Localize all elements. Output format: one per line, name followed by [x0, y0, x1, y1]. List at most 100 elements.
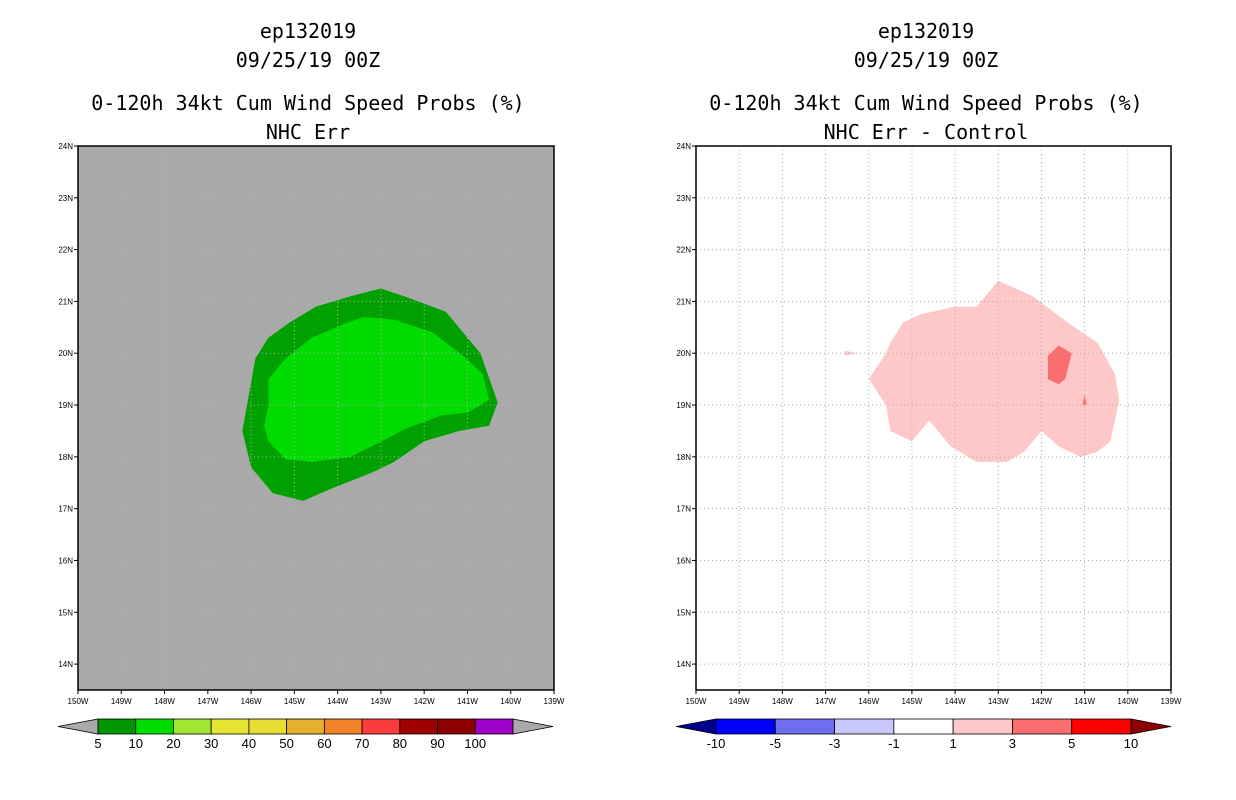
- left-colorbar-left-arrow: [57, 718, 99, 735]
- left-colorbar-label: 10: [128, 736, 142, 751]
- left-x-tick-label: 149W: [111, 697, 132, 706]
- left-title-line-3: 0-120h 34kt Cum Wind Speed Probs (%): [91, 91, 524, 115]
- right-x-tick-label: 147W: [815, 697, 836, 706]
- left-y-tick-label: 18N: [58, 453, 73, 462]
- left-y-tick-label: 15N: [58, 608, 73, 617]
- left-plot-area: 150W 149W 148W 147W 146W 145W 144W 143W 142W 141W…: [58, 142, 565, 706]
- left-colorbar-segment: [248, 718, 288, 735]
- left-y-tick-label: 14N: [58, 660, 73, 669]
- right-title-line-4: NHC Err - Control: [824, 120, 1029, 144]
- left-x-tick-label: 146W: [241, 697, 262, 706]
- right-y-tick-label: 19N: [676, 401, 691, 410]
- left-colorbar-segment: [361, 718, 401, 735]
- right-colorbar-segment: [1012, 718, 1073, 735]
- right-x-tick-label: 139W: [1161, 697, 1182, 706]
- right-y-tick-label: 14N: [676, 660, 691, 669]
- right-colorbar-label: -5: [770, 736, 782, 751]
- right-colorbar-left-arrow: [675, 718, 717, 735]
- right-x-tick-label: 145W: [901, 697, 922, 706]
- left-colorbar-label: 60: [317, 736, 331, 751]
- left-colorbar-label: 100: [464, 736, 486, 751]
- right-colorbar-right-arrow: [1130, 718, 1172, 735]
- right-x-tick-label: 146W: [858, 697, 879, 706]
- right-y-tick-label: 23N: [676, 194, 691, 203]
- right-x-tick-label: 150W: [686, 697, 707, 706]
- right-title-line-3: 0-120h 34kt Cum Wind Speed Probs (%): [709, 91, 1142, 115]
- left-y-tick-label: 20N: [58, 349, 73, 358]
- left-colorbar-segment: [286, 718, 325, 735]
- left-x-tick-label: 140W: [500, 697, 521, 706]
- right-y-tick-label: 21N: [676, 297, 691, 306]
- left-y-tick-label: 22N: [58, 246, 73, 255]
- right-colorbar-label: -10: [707, 736, 726, 751]
- right-y-tick-label: 15N: [676, 608, 691, 617]
- right-y-tick-label: 22N: [676, 246, 691, 255]
- left-colorbar-segment: [474, 718, 514, 735]
- left-colorbar-segment: [323, 718, 363, 735]
- left-x-tick-label: 148W: [154, 697, 175, 706]
- left-colorbar-right-arrow: [512, 718, 554, 735]
- right-x-tick-label: 140W: [1117, 697, 1138, 706]
- right-colorbar-segment: [1071, 718, 1132, 735]
- right-colorbar: -10 -5 -3 -1 1 3 5 10: [675, 718, 1172, 751]
- left-title-line-1: ep132019: [260, 19, 356, 43]
- right-x-tick-label: 142W: [1031, 697, 1052, 706]
- left-plot-frame: [77, 145, 555, 691]
- right-colorbar-segment: [893, 718, 954, 735]
- left-x-tick-label: 143W: [370, 697, 391, 706]
- right-colorbar-segment: [952, 718, 1013, 735]
- left-colorbar-label: 80: [393, 736, 407, 751]
- left-y-tick-label: 17N: [58, 505, 73, 514]
- left-y-tick-label: 23N: [58, 194, 73, 203]
- left-colorbar-segment: [210, 718, 250, 735]
- right-colorbar-segment: [834, 718, 895, 735]
- left-x-tick-label: 147W: [197, 697, 218, 706]
- left-colorbar-segment: [437, 718, 476, 735]
- left-colorbar-label: 40: [242, 736, 256, 751]
- right-colorbar-label: 5: [1068, 736, 1075, 751]
- right-y-tick-label: 17N: [676, 505, 691, 514]
- left-x-tick-label: 144W: [327, 697, 348, 706]
- right-colorbar-segment: [774, 718, 835, 735]
- right-contour-3-5-3: [1082, 394, 1087, 405]
- left-contour-10-20-1: [264, 317, 490, 462]
- right-title-line-1: ep132019: [878, 19, 974, 43]
- left-colorbar: 5 10 20 30 40 50 60 70 80 90 100: [57, 718, 554, 751]
- right-y-tick-label: 16N: [676, 556, 691, 565]
- left-title-line-2: 09/25/19 00Z: [236, 48, 381, 72]
- left-colorbar-segment: [135, 718, 174, 735]
- left-colorbar-label: 70: [355, 736, 369, 751]
- right-contour-1-3-0: [868, 280, 1120, 462]
- right-x-tick-label: 141W: [1074, 697, 1095, 706]
- right-panel: ep132019 09/25/19 00Z 0-120h 34kt Cum Wi…: [675, 19, 1182, 751]
- left-x-tick-label: 145W: [284, 697, 305, 706]
- left-x-tick-label: 142W: [414, 697, 435, 706]
- right-x-tick-label: 148W: [772, 697, 793, 706]
- right-colorbar-label: 10: [1124, 736, 1138, 751]
- right-plot-area: 150W 149W 148W 147W 146W 145W 144W 143W 142W 141W…: [676, 142, 1182, 706]
- left-panel: ep132019 09/25/19 00Z 0-120h 34kt Cum Wi…: [57, 19, 565, 751]
- right-x-tick-label: 144W: [945, 697, 966, 706]
- left-y-tick-label: 24N: [58, 142, 73, 151]
- left-title-line-4: NHC Err: [266, 120, 350, 144]
- right-contour-1-3-1: [845, 350, 858, 356]
- right-title-line-2: 09/25/19 00Z: [854, 48, 999, 72]
- left-colorbar-label: 90: [430, 736, 444, 751]
- right-contour-3-5-2: [1047, 345, 1072, 385]
- left-colorbar-segment: [173, 718, 212, 735]
- left-colorbar-label: 30: [204, 736, 218, 751]
- right-colorbar-label: 3: [1009, 736, 1016, 751]
- left-colorbar-segment: [399, 718, 438, 735]
- left-colorbar-label: 20: [166, 736, 180, 751]
- left-colorbar-segment: [97, 718, 137, 735]
- right-colorbar-label: -1: [888, 736, 900, 751]
- right-y-tick-label: 20N: [676, 349, 691, 358]
- left-x-tick-label: 141W: [457, 697, 478, 706]
- left-y-tick-label: 19N: [58, 401, 73, 410]
- right-x-tick-label: 143W: [988, 697, 1009, 706]
- right-colorbar-segment: [715, 718, 776, 735]
- right-colorbar-label: 1: [950, 736, 957, 751]
- right-plot-frame: [695, 145, 1172, 691]
- right-colorbar-label: -3: [829, 736, 841, 751]
